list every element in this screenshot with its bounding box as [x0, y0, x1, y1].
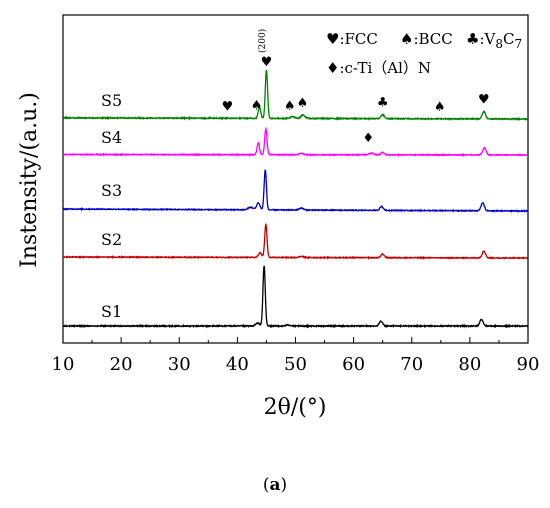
- phase-marker-7: ♥: [478, 92, 490, 107]
- peak-markers: ♥ ♠♥♠ ♠ ♣ ♠ ♥♦: [222, 55, 490, 146]
- series-label-s2: S2: [101, 230, 122, 249]
- x-tick-label-10: 10: [52, 354, 75, 375]
- legend-v8c7: ♣:V8C7: [466, 30, 522, 51]
- peak-note: (200): [257, 29, 268, 53]
- series-lines: [62, 69, 529, 329]
- x-tick-label-80: 80: [458, 354, 481, 375]
- caption-letter: a: [269, 475, 280, 495]
- series-line-s2: [62, 222, 529, 260]
- caption-open: (: [263, 475, 270, 495]
- legend-bcc-symbol: ♠: [400, 30, 413, 48]
- x-tick-label-90: 90: [517, 354, 540, 375]
- x-axis-title: 2θ/(°): [264, 395, 327, 420]
- legend-bcc: ♠:BCC: [400, 30, 453, 48]
- series-label-s1: S1: [101, 302, 122, 321]
- series-labels: S1 S2 S3 S4 S5: [101, 91, 122, 321]
- phase-marker-1: ♠: [251, 99, 263, 114]
- x-ticks: 10 20 30 40 50 60 70 80 90: [52, 337, 540, 375]
- series-line-s4: [62, 126, 529, 158]
- legend: ♥:FCC ♠:BCC ♣:V8C7 ♦:c-Ti（Al）N: [326, 30, 522, 77]
- legend-ctialn: ♦:c-Ti（Al）N: [326, 59, 431, 77]
- x-tick-label-30: 30: [168, 354, 191, 375]
- legend-fcc-symbol: ♥: [326, 30, 339, 48]
- series-label-s5: S5: [101, 91, 122, 110]
- legend-v8c7-sub2: 7: [514, 37, 522, 51]
- legend-v8c7-symbol: ♣: [466, 30, 479, 48]
- series-label-s3: S3: [101, 181, 122, 200]
- phase-marker-8: ♦: [362, 131, 374, 146]
- y-axis-title: Instensity/(a.u.): [17, 92, 42, 268]
- series-label-s4: S4: [101, 128, 122, 147]
- x-tick-label-70: 70: [400, 354, 423, 375]
- series-line-s5: [62, 69, 529, 122]
- legend-v8c7-mid: C: [503, 30, 514, 48]
- phase-marker-2: ♥: [261, 55, 273, 70]
- phase-marker-3: ♠: [284, 99, 296, 114]
- x-tick-label-60: 60: [342, 354, 365, 375]
- x-tick-label-50: 50: [284, 354, 307, 375]
- legend-fcc-label: :FCC: [339, 30, 377, 48]
- phase-marker-5: ♣: [377, 96, 389, 111]
- caption-close: ): [281, 475, 288, 495]
- series-line-s1: [62, 265, 529, 329]
- legend-ctialn-symbol: ♦: [326, 59, 339, 77]
- series-line-s3: [62, 169, 529, 214]
- plot-frame: [62, 14, 529, 344]
- phase-marker-0: ♥: [222, 99, 234, 114]
- x-tick-label-40: 40: [226, 354, 249, 375]
- legend-ctialn-label: :c-Ti（Al）N: [339, 59, 431, 77]
- phase-marker-6: ♠: [434, 100, 446, 115]
- legend-bcc-label: :BCC: [413, 30, 452, 48]
- figure-caption: (a): [263, 475, 287, 495]
- legend-fcc: ♥:FCC: [326, 30, 378, 48]
- legend-v8c7-label: :V: [479, 30, 496, 48]
- phase-marker-4: ♠: [297, 96, 309, 111]
- legend-v8c7-sub1: 8: [495, 37, 503, 51]
- x-tick-label-20: 20: [110, 354, 133, 375]
